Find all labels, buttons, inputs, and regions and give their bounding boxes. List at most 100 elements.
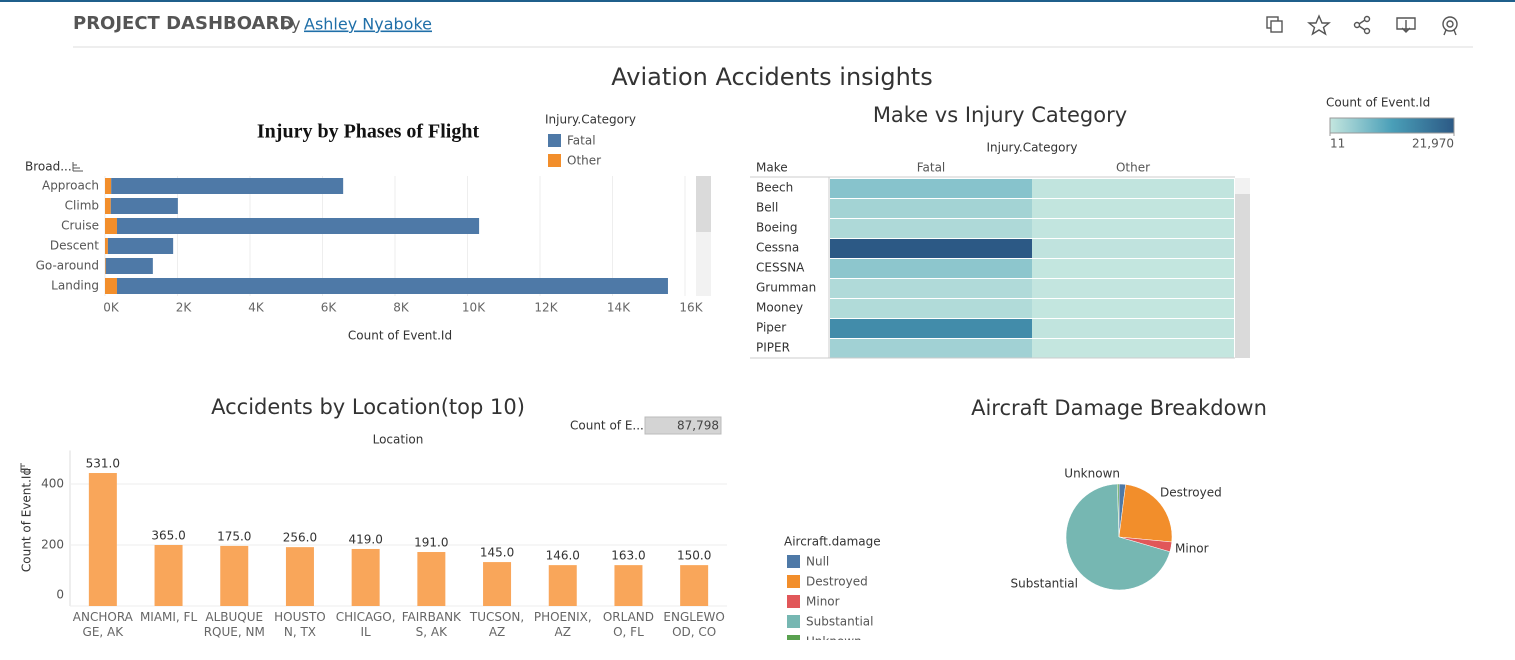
bar-segment <box>105 278 117 294</box>
legend-label: Unknown <box>806 635 862 649</box>
x-tick-label: 10K <box>462 301 486 315</box>
heat-cell <box>830 179 1032 198</box>
bar-annotation: 145.0 <box>480 546 514 560</box>
sort-icon <box>72 162 83 172</box>
color-legend-bar <box>1329 117 1455 134</box>
bar-annotation: 419.0 <box>348 532 382 546</box>
row-label: Mooney <box>756 301 803 315</box>
pie-slice <box>1117 483 1120 538</box>
y-tick-label: 0 <box>56 588 64 602</box>
heat-cell <box>1032 319 1234 338</box>
column-header: Other <box>1116 161 1150 175</box>
x-tick-label: 4K <box>248 301 265 315</box>
pie-slice <box>1118 484 1173 543</box>
heat-cell <box>830 319 1032 338</box>
legend-swatch <box>787 595 800 608</box>
heat-cell <box>1032 179 1234 198</box>
duplicate-icon[interactable] <box>1266 16 1283 33</box>
x-axis-title: Location <box>373 433 424 447</box>
x-tick-label-box: PHOENIX, AZ <box>533 610 592 639</box>
row-header: Broad... <box>25 160 72 174</box>
x-axis-title: Count of Event.Id <box>348 329 452 343</box>
x-tick-label-box: FAIRBANKS, AK <box>401 610 461 639</box>
x-tick-label: FAIRBANKS, AK <box>401 610 461 639</box>
legend-label: Destroyed <box>806 575 868 589</box>
x-tick-label: 8K <box>393 301 410 315</box>
x-tick-label: PHOENIX, AZ <box>533 610 592 639</box>
column-axis-title: Injury.Category <box>986 141 1077 155</box>
bar <box>680 565 709 606</box>
x-tick-label: 12K <box>534 301 558 315</box>
bar <box>220 545 249 606</box>
x-tick-label-box: ENGLEWOOD, CO <box>663 610 724 639</box>
y-tick-label: Go-around <box>36 259 99 273</box>
filter-slider[interactable] <box>644 416 722 435</box>
x-tick-label-box: ALBUQUERQUE, NM <box>204 610 265 639</box>
header-title: PROJECT DASHBOARD <box>73 13 294 34</box>
heat-cell <box>1032 219 1234 238</box>
bar-segment <box>105 218 117 234</box>
y-tick-label: Climb <box>65 199 99 213</box>
y-tick-label: Descent <box>50 239 99 253</box>
bar-segment <box>105 238 108 254</box>
heat-cell <box>1032 199 1234 218</box>
filter-label: Count of E... <box>570 419 644 433</box>
download-icon[interactable] <box>1396 17 1416 33</box>
slice-label: Unknown <box>1064 467 1120 481</box>
legend-title: Injury.Category <box>545 113 636 127</box>
color-tick-label: 11 <box>1330 137 1345 151</box>
x-tick-label: 0K <box>103 301 120 315</box>
x-tick-label: 16K <box>679 301 703 315</box>
x-tick-label-box: CHICAGO, IL <box>336 610 396 639</box>
bar-annotation: 191.0 <box>414 536 448 550</box>
bar-annotation: 256.0 <box>283 531 317 545</box>
x-tick-label-box: TUCSON, AZ <box>470 610 524 639</box>
legend-swatch <box>787 555 800 568</box>
y-axis-title: Count of Event.Id <box>20 468 34 572</box>
color-tick-label: 21,970 <box>1412 137 1454 151</box>
bar-segment <box>116 218 480 234</box>
top-border <box>0 0 1515 2</box>
bar-segment <box>116 278 668 294</box>
badge-icon[interactable] <box>1442 16 1458 36</box>
legend-swatch <box>787 635 800 640</box>
row-label: CESSNA <box>756 261 805 275</box>
row-label: Cessna <box>756 241 799 255</box>
bar-annotation: 365.0 <box>151 529 185 543</box>
column-header: Fatal <box>917 161 946 175</box>
row-label: Boeing <box>756 221 798 235</box>
color-legend-title: Count of Event.Id <box>1326 96 1430 110</box>
heat-cell <box>830 299 1032 318</box>
legend-label: Null <box>806 555 829 569</box>
filter-value: 87,798 <box>677 419 719 433</box>
bar-segment <box>110 198 178 214</box>
bar-segment <box>111 178 344 194</box>
sort-icon <box>20 463 31 473</box>
legend-swatch <box>548 154 561 167</box>
legend-label: Other <box>567 154 601 168</box>
x-tick-label-box: ANCHORAGE, AK <box>72 610 133 639</box>
x-tick-label: MIAMI, FL <box>139 610 198 624</box>
favorite-icon[interactable] <box>1307 14 1331 36</box>
slice-label: Minor <box>1175 542 1209 556</box>
legend-swatch <box>548 134 561 147</box>
bar-segment <box>105 198 111 214</box>
bar <box>417 552 446 606</box>
y-tick-label: Cruise <box>61 219 99 233</box>
bar <box>548 565 577 606</box>
author-link[interactable]: Ashley Nyaboke <box>304 15 432 34</box>
legend-swatch <box>787 615 800 628</box>
x-tick-label: 14K <box>607 301 631 315</box>
share-icon[interactable] <box>1353 15 1371 35</box>
bar-segment <box>105 178 112 194</box>
heat-cell <box>830 199 1032 218</box>
bar-segment <box>107 238 174 254</box>
legend-swatch <box>787 575 800 588</box>
bar <box>351 548 380 606</box>
chart-title: Aircraft Damage Breakdown <box>971 396 1267 420</box>
pie-slice <box>1065 483 1171 591</box>
x-tick-label: ANCHORAGE, AK <box>72 610 133 639</box>
x-tick-label: ORLANDO, FL <box>602 610 655 639</box>
heat-cell <box>830 219 1032 238</box>
chart-title: Injury by Phases of Flight <box>257 121 480 143</box>
